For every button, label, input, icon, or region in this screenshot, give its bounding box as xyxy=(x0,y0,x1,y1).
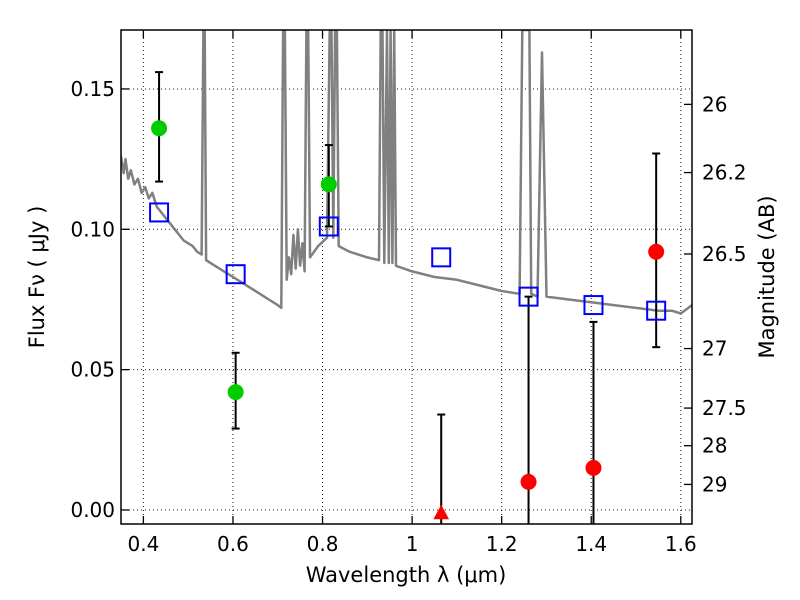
x-tick-label: 0.6 xyxy=(217,532,249,556)
model-photometry-square xyxy=(518,286,539,307)
detection-point xyxy=(585,459,602,476)
y-tick-label: 0.05 xyxy=(70,358,115,382)
detection-point xyxy=(320,176,337,193)
model-photometry-square xyxy=(583,295,604,316)
magnitude-tick-label: 26.5 xyxy=(702,242,747,266)
y-tick-label: 0.10 xyxy=(70,217,115,241)
x-axis-label: Wavelength λ (μm) xyxy=(306,563,507,587)
plot-area xyxy=(121,30,692,524)
x-tick-label: 1.6 xyxy=(665,532,697,556)
x-tick-label: 0.4 xyxy=(127,532,159,556)
model-photometry-square xyxy=(431,247,452,268)
ticks: 0.4 0.6 0.8 1 1.2 1.4 1.6 0.00 0.05 0.10 0.15 26 26.… xyxy=(70,30,747,556)
model-photometry-square xyxy=(149,202,170,223)
detection-point xyxy=(520,473,537,490)
magnitude-tick-label: 28 xyxy=(702,434,727,458)
plot-frame xyxy=(120,29,693,525)
magnitude-tick-label: 29 xyxy=(702,472,727,496)
model-photometry-square xyxy=(318,216,339,237)
detection-point xyxy=(151,120,168,137)
upper-limit-marker xyxy=(433,504,450,520)
magnitude-tick-label: 26 xyxy=(702,92,727,116)
model-photometry-square xyxy=(646,300,667,321)
right-axis-label: Magnitude (AB) xyxy=(755,195,779,358)
y-tick-label: 0.00 xyxy=(70,498,115,522)
x-tick-label: 1.2 xyxy=(486,532,518,556)
x-tick-label: 0.8 xyxy=(307,532,339,556)
magnitude-tick-label: 27.5 xyxy=(702,396,747,420)
sed-model-line xyxy=(121,30,692,315)
magnitude-tick-label: 26.2 xyxy=(702,161,747,185)
detection-point xyxy=(648,243,665,260)
y-axis-label: Flux Fν ( μJy ) xyxy=(25,206,49,349)
x-tick-label: 1 xyxy=(406,532,419,556)
y-tick-label: 0.15 xyxy=(70,77,115,101)
detection-point xyxy=(227,384,244,401)
x-tick-label: 1.4 xyxy=(575,532,607,556)
model-photometry-square xyxy=(225,264,246,285)
magnitude-tick-label: 27 xyxy=(702,337,727,361)
